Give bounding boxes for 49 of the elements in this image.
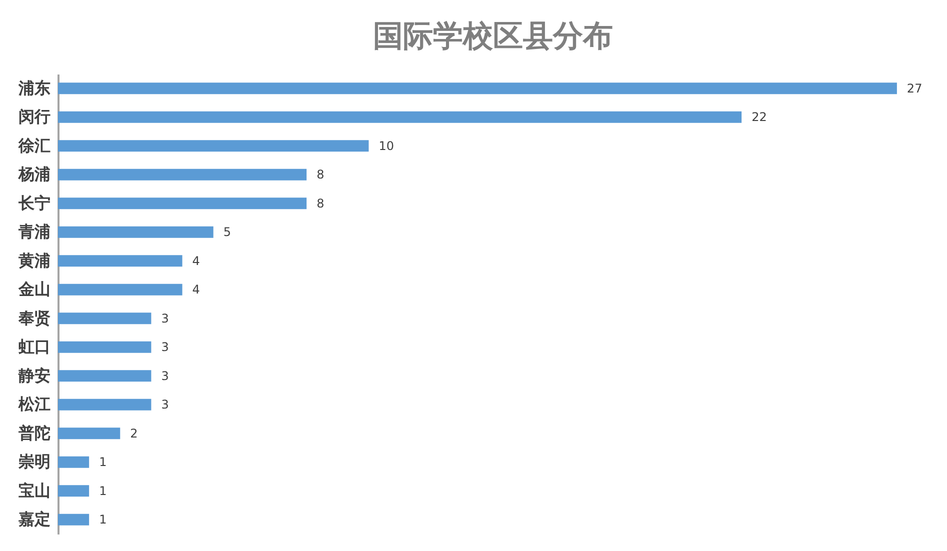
bar (58, 140, 369, 152)
data-label: 27 (906, 81, 922, 96)
y-tick-label: 宝山 (18, 480, 50, 500)
bar (58, 226, 214, 238)
y-tick-label: 青浦 (18, 222, 50, 242)
bar (58, 82, 897, 94)
y-tick-label: 杨浦 (18, 164, 50, 184)
data-label: 8 (316, 168, 324, 182)
bar (58, 398, 152, 410)
data-label: 1 (99, 484, 107, 498)
data-label: 1 (99, 455, 107, 470)
data-label: 5 (223, 225, 231, 240)
y-tick-label: 嘉定 (18, 510, 50, 529)
y-tick-label: 长宁 (18, 193, 50, 212)
data-label: 10 (378, 138, 394, 153)
bar (58, 198, 307, 210)
y-tick-label: 奉贤 (18, 308, 50, 328)
bar (58, 255, 182, 267)
bar (58, 111, 742, 123)
bar (58, 168, 307, 180)
data-label: 2 (130, 426, 138, 440)
bar (58, 312, 152, 324)
y-tick-label: 徐汇 (18, 136, 50, 155)
data-label: 8 (316, 196, 324, 210)
chart-title: 国际学校区县分布 (373, 19, 613, 54)
bar (58, 370, 152, 382)
y-tick-label: 金山 (18, 280, 50, 299)
bar (58, 514, 90, 526)
data-label: 4 (192, 282, 200, 297)
data-label: 3 (161, 368, 169, 383)
y-tick-label: 黄浦 (18, 250, 50, 270)
data-label: 22 (752, 110, 767, 124)
bar (58, 284, 182, 296)
bar (58, 428, 120, 440)
bar (58, 456, 90, 468)
data-label: 3 (161, 340, 169, 354)
data-label: 3 (161, 398, 169, 412)
y-tick-label: 松江 (18, 394, 50, 414)
y-tick-label: 普陀 (18, 423, 50, 442)
bar (58, 485, 90, 497)
y-tick-label: 闵行 (18, 107, 50, 126)
y-tick-label: 虹口 (18, 337, 50, 356)
data-label: 4 (192, 254, 200, 268)
y-tick-label: 静安 (18, 366, 50, 385)
y-tick-label: 浦东 (18, 78, 50, 98)
data-label: 3 (161, 311, 169, 326)
data-label: 1 (99, 512, 107, 527)
y-tick-label: 崇明 (18, 452, 50, 472)
bar (58, 341, 152, 353)
